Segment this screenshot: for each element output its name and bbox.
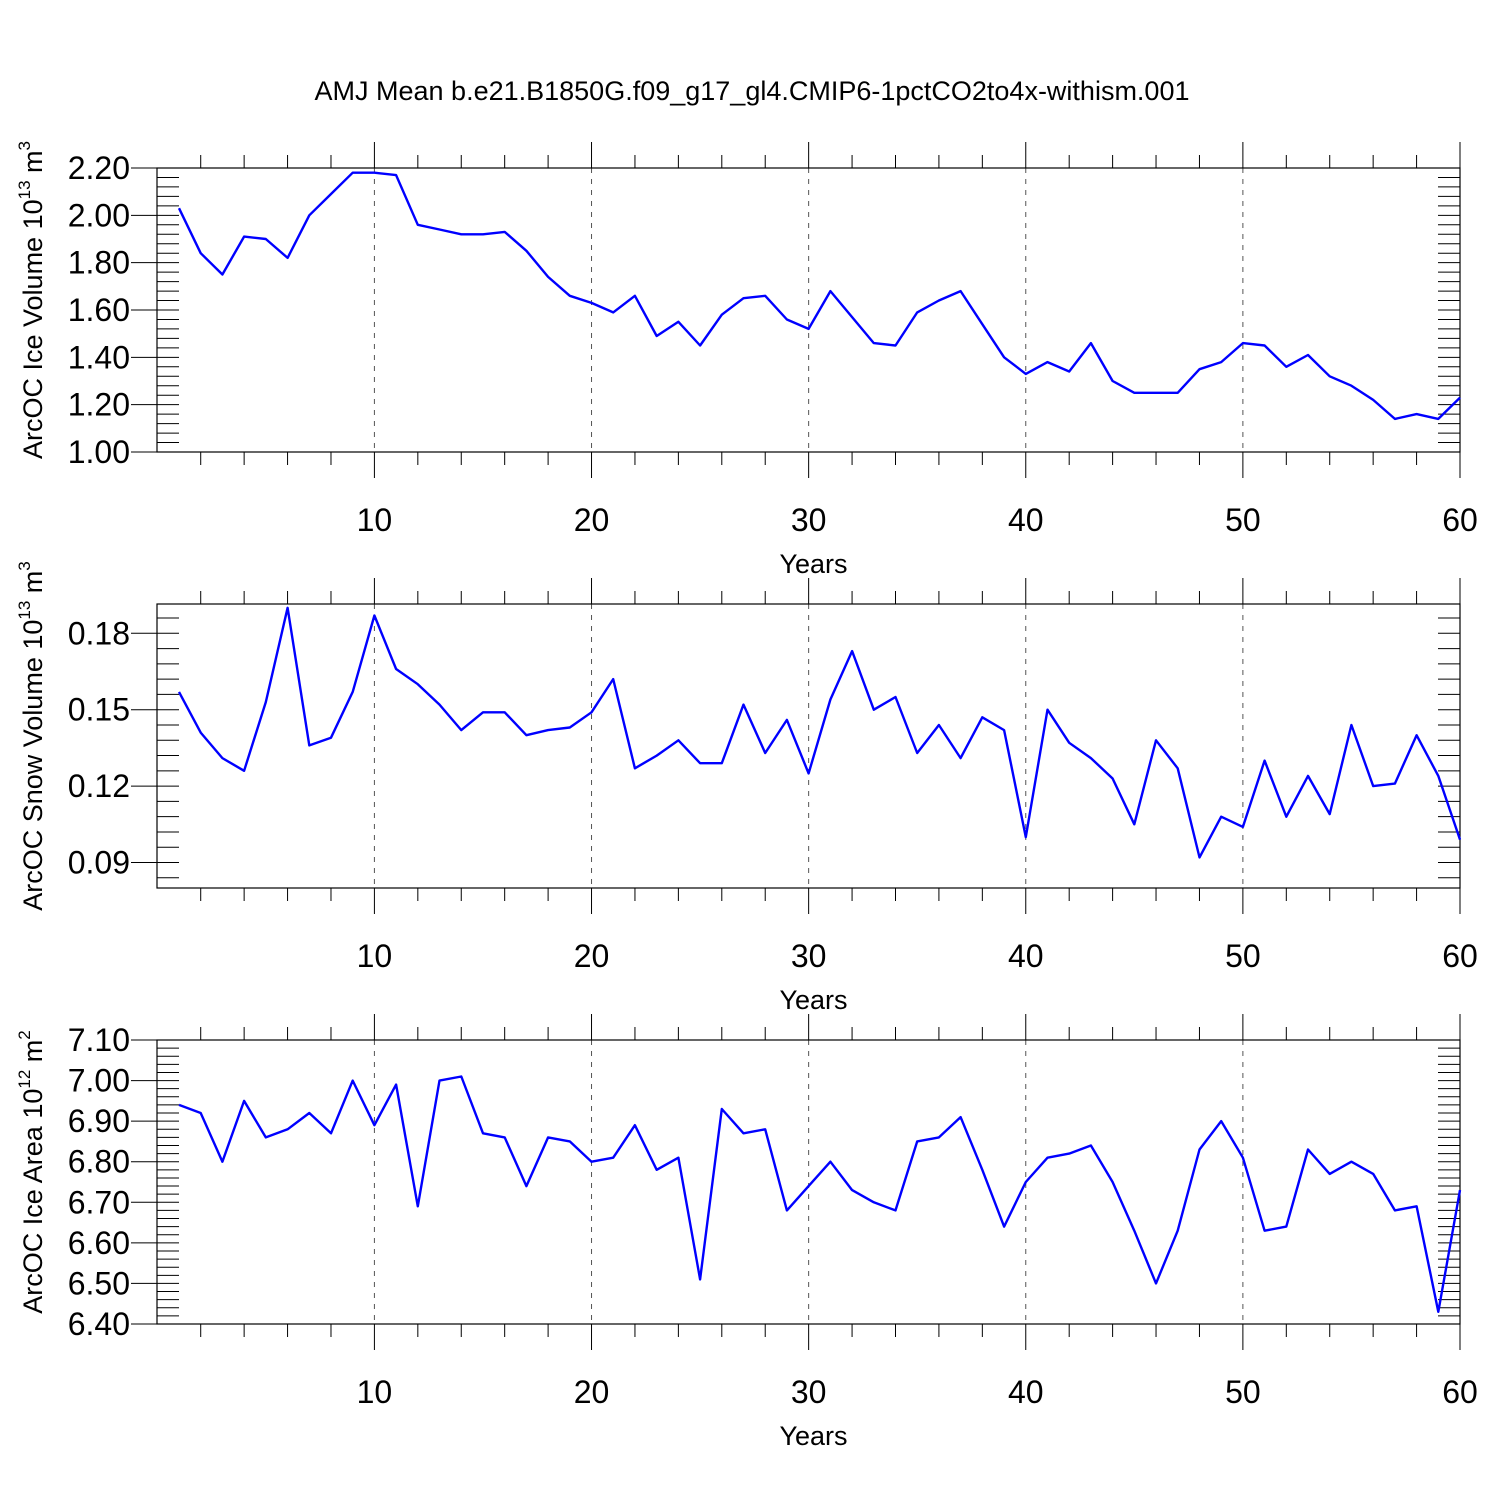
- panel2-y-tick-label: 0.15: [68, 692, 130, 728]
- panel3-x-tick-label: 40: [1008, 1374, 1044, 1410]
- chart-title: AMJ Mean b.e21.B1850G.f09_g17_gl4.CMIP6-…: [315, 76, 1190, 106]
- panel2-series-line: [177, 606, 1462, 859]
- panel3-x-tick-label: 60: [1442, 1374, 1478, 1410]
- panel3-y-tick-label: 6.40: [68, 1306, 130, 1342]
- panel2-y-tick-label: 0.18: [68, 615, 130, 651]
- panel1-y-tick-label: 1.40: [68, 339, 130, 375]
- panel1-x-tick-label: 30: [791, 502, 827, 538]
- panel1-y-tick-label: 2.00: [68, 197, 130, 233]
- panel1-y-tick-label: 1.80: [68, 245, 130, 281]
- panel1-y-tick-label: 1.00: [68, 434, 130, 470]
- panel2-x-tick-label: 60: [1442, 938, 1478, 974]
- panel1-y-axis-label: ArcOC Ice Volume 1013 m3: [15, 141, 48, 459]
- panel3-y-tick-label: 6.50: [68, 1265, 130, 1301]
- panel2-x-tick-label: 20: [574, 938, 610, 974]
- panel3-y-tick-label: 6.60: [68, 1225, 130, 1261]
- panel1-x-tick-label: 60: [1442, 502, 1478, 538]
- panel3-x-tick-label: 50: [1225, 1374, 1261, 1410]
- panel2-y-tick-label: 0.09: [68, 845, 130, 881]
- panel1-x-tick-label: 50: [1225, 502, 1261, 538]
- panel3-x-tick-label: 10: [357, 1374, 393, 1410]
- panel3-y-tick-label: 6.70: [68, 1184, 130, 1220]
- panel2-y-tick-label: 0.12: [68, 768, 130, 804]
- panel3-y-tick-label: 7.10: [68, 1022, 130, 1058]
- panel3-x-axis-label: Years: [779, 1421, 847, 1451]
- panel2-plot-frame: [156, 603, 1461, 889]
- panel3-y-tick-label: 6.80: [68, 1144, 130, 1180]
- panel2-x-tick-label: 40: [1008, 938, 1044, 974]
- panel3-x-tick-label: 20: [574, 1374, 610, 1410]
- panel2-y-axis-label: ArcOC Snow Volume 1013 m3: [15, 561, 48, 911]
- panel2-x-axis-label: Years: [779, 985, 847, 1015]
- panel1-x-tick-label: 10: [357, 502, 393, 538]
- panel1-plot-frame: [156, 167, 1461, 453]
- panel2-x-tick-label: 30: [791, 938, 827, 974]
- panel3-x-tick-label: 30: [791, 1374, 827, 1410]
- panel1-x-tick-label: 20: [574, 502, 610, 538]
- panel2-x-tick-label: 10: [357, 938, 393, 974]
- panel2-x-tick-label: 50: [1225, 938, 1261, 974]
- panel1-series-line: [177, 171, 1461, 421]
- panel3-y-tick-label: 6.90: [68, 1103, 130, 1139]
- panel3-y-tick-label: 7.00: [68, 1063, 130, 1099]
- panel1-y-tick-label: 2.20: [68, 150, 130, 186]
- panel3-y-axis-label: ArcOC Ice Area 1012 m2: [15, 1030, 48, 1314]
- panel1-x-tick-label: 40: [1008, 502, 1044, 538]
- panel1-y-tick-label: 1.20: [68, 387, 130, 423]
- panel1-y-tick-label: 1.60: [68, 292, 130, 328]
- panel3-series-line: [178, 1075, 1462, 1314]
- panel1-x-axis-label: Years: [779, 549, 847, 579]
